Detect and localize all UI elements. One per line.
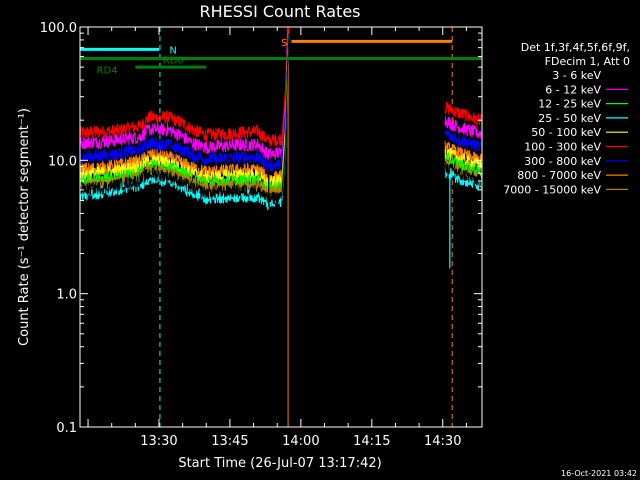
flag-label-rd0: RD0 <box>163 56 184 67</box>
flag-label-rd4: RD4 <box>97 66 118 77</box>
footer-timestamp: 16-Oct-2021 03:42 <box>561 469 637 478</box>
series-1-pre-flare <box>80 122 283 161</box>
legend-header-0: Det 1f,3f,4f,5f,6f,9f, <box>521 41 630 54</box>
legend-label-6: 300 - 800 keV <box>524 155 601 168</box>
legend-label-3: 25 - 50 keV <box>538 112 601 125</box>
series-0-pre-flare <box>80 109 283 147</box>
plot-frame <box>79 26 483 428</box>
x-tick-label-3: 14:15 <box>353 434 390 449</box>
legend-label-5: 100 - 300 keV <box>524 141 601 154</box>
x-tick-label-2: 14:00 <box>282 434 319 449</box>
flag-label-n: N <box>169 45 176 56</box>
y-tick-label-3: 0.1 <box>56 421 77 436</box>
series-8-pre-flare <box>80 167 283 205</box>
series-1-post-gap <box>444 116 482 140</box>
series-6-post-gap <box>444 158 482 183</box>
legend-label-7: 800 - 7000 keV <box>517 169 601 182</box>
x-axis-label: Start Time (26-Jul-07 13:17:42) <box>178 456 381 471</box>
series-8-post-gap <box>444 160 482 188</box>
legend: Det 1f,3f,4f,5f,6f,9f,FDecim 1, Att 03 -… <box>503 41 630 196</box>
y-tick-label-0: 100.0 <box>40 21 77 36</box>
legend-label-8: 7000 - 15000 keV <box>503 183 601 196</box>
y-axis-label: Count Rate (s⁻¹ detector segment⁻¹) <box>17 108 32 346</box>
y-tick-label-2: 1.0 <box>56 288 77 303</box>
chart-title: RHESSI Count Rates <box>200 2 361 21</box>
y-tick-label-1: 10.0 <box>48 154 77 169</box>
x-tick-label-1: 13:45 <box>211 434 248 449</box>
series-6-pre-flare <box>80 163 283 200</box>
legend-label-1: 6 - 12 keV <box>545 83 601 96</box>
series-4-post-gap <box>444 147 482 172</box>
flag-label-s: S <box>281 38 287 49</box>
series-0-post-gap <box>444 101 482 129</box>
legend-label-4: 50 - 100 keV <box>531 126 601 139</box>
series-2-post-gap <box>444 129 482 153</box>
series-3-post-gap <box>444 141 482 166</box>
x-tick-label-4: 14:30 <box>424 434 461 449</box>
series-7-post-gap <box>444 166 482 191</box>
x-tick-label-0: 13:30 <box>140 434 177 449</box>
legend-header-1: FDecim 1, Att 0 <box>545 55 630 68</box>
legend-label-2: 12 - 25 keV <box>538 98 601 111</box>
legend-label-0: 3 - 6 keV <box>552 69 601 82</box>
series-2-pre-flare <box>80 136 282 173</box>
series-8-flare-rise <box>281 33 290 197</box>
